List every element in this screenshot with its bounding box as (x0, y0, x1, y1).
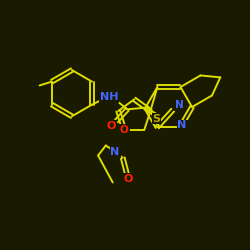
Text: S: S (152, 114, 160, 124)
Text: O: O (120, 125, 129, 135)
Text: N: N (178, 120, 187, 130)
Text: O: O (106, 121, 116, 131)
Text: N: N (110, 147, 120, 157)
Text: NH: NH (100, 92, 118, 102)
Text: O: O (124, 174, 133, 184)
Text: N: N (174, 100, 183, 110)
